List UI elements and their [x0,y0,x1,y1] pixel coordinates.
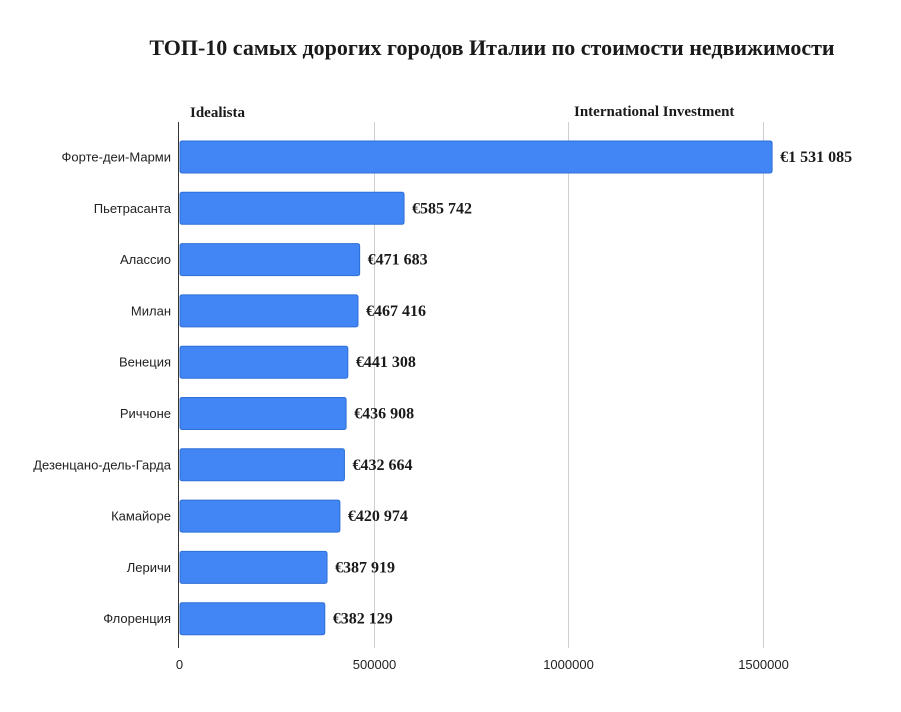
x-tick-label: 1500000 [738,657,789,672]
category-label: Милан [131,303,171,318]
chart-title: ТОП-10 самых дорогих городов Италии по с… [149,35,835,60]
category-labels: Форте-деи-Марми Пьетрасанта Алассио Милан Ве… [33,150,172,627]
bar [179,499,341,533]
bar [179,294,359,328]
source-label-international-investment: International Investment [574,104,734,120]
bar [179,448,345,482]
bars [179,140,773,636]
x-tick-label: 1000000 [543,657,594,672]
bar [179,602,326,636]
category-label: Риччоне [120,406,171,421]
category-label: Дезенцано-дель-Гарда [33,457,172,472]
category-label: Алассио [120,252,171,267]
category-label: Венеция [119,355,171,370]
data-label: €432 664 [352,457,412,474]
data-label: €382 129 [333,611,393,628]
bar [179,345,349,379]
category-label: Камайоре [111,509,171,524]
bar [179,191,405,225]
category-label: Леричи [127,560,171,575]
x-tick-label: 500000 [353,657,396,672]
bar [179,140,773,174]
data-label: €436 908 [354,406,414,423]
x-tick-label: 0 [176,657,183,672]
bar [179,550,328,584]
data-label: €387 919 [335,559,395,576]
data-label: €1 531 085 [780,149,852,166]
source-label-idealista: Idealista [190,105,246,121]
x-axis-ticks: 0 500000 1000000 1500000 [176,657,789,672]
category-label: Пьетрасанта [94,201,172,216]
data-label: €467 416 [366,303,426,320]
data-label: €441 308 [356,354,416,371]
data-label: €585 742 [412,200,472,217]
bar [179,397,347,430]
category-label: Форте-деи-Марми [62,150,171,165]
bar [179,243,361,277]
category-label: Флоренция [103,611,171,626]
data-label: €420 974 [348,508,408,525]
data-label: €471 683 [368,252,428,269]
value-labels: €1 531 085 €585 742 €471 683 €467 416 €441 3… [333,149,852,628]
